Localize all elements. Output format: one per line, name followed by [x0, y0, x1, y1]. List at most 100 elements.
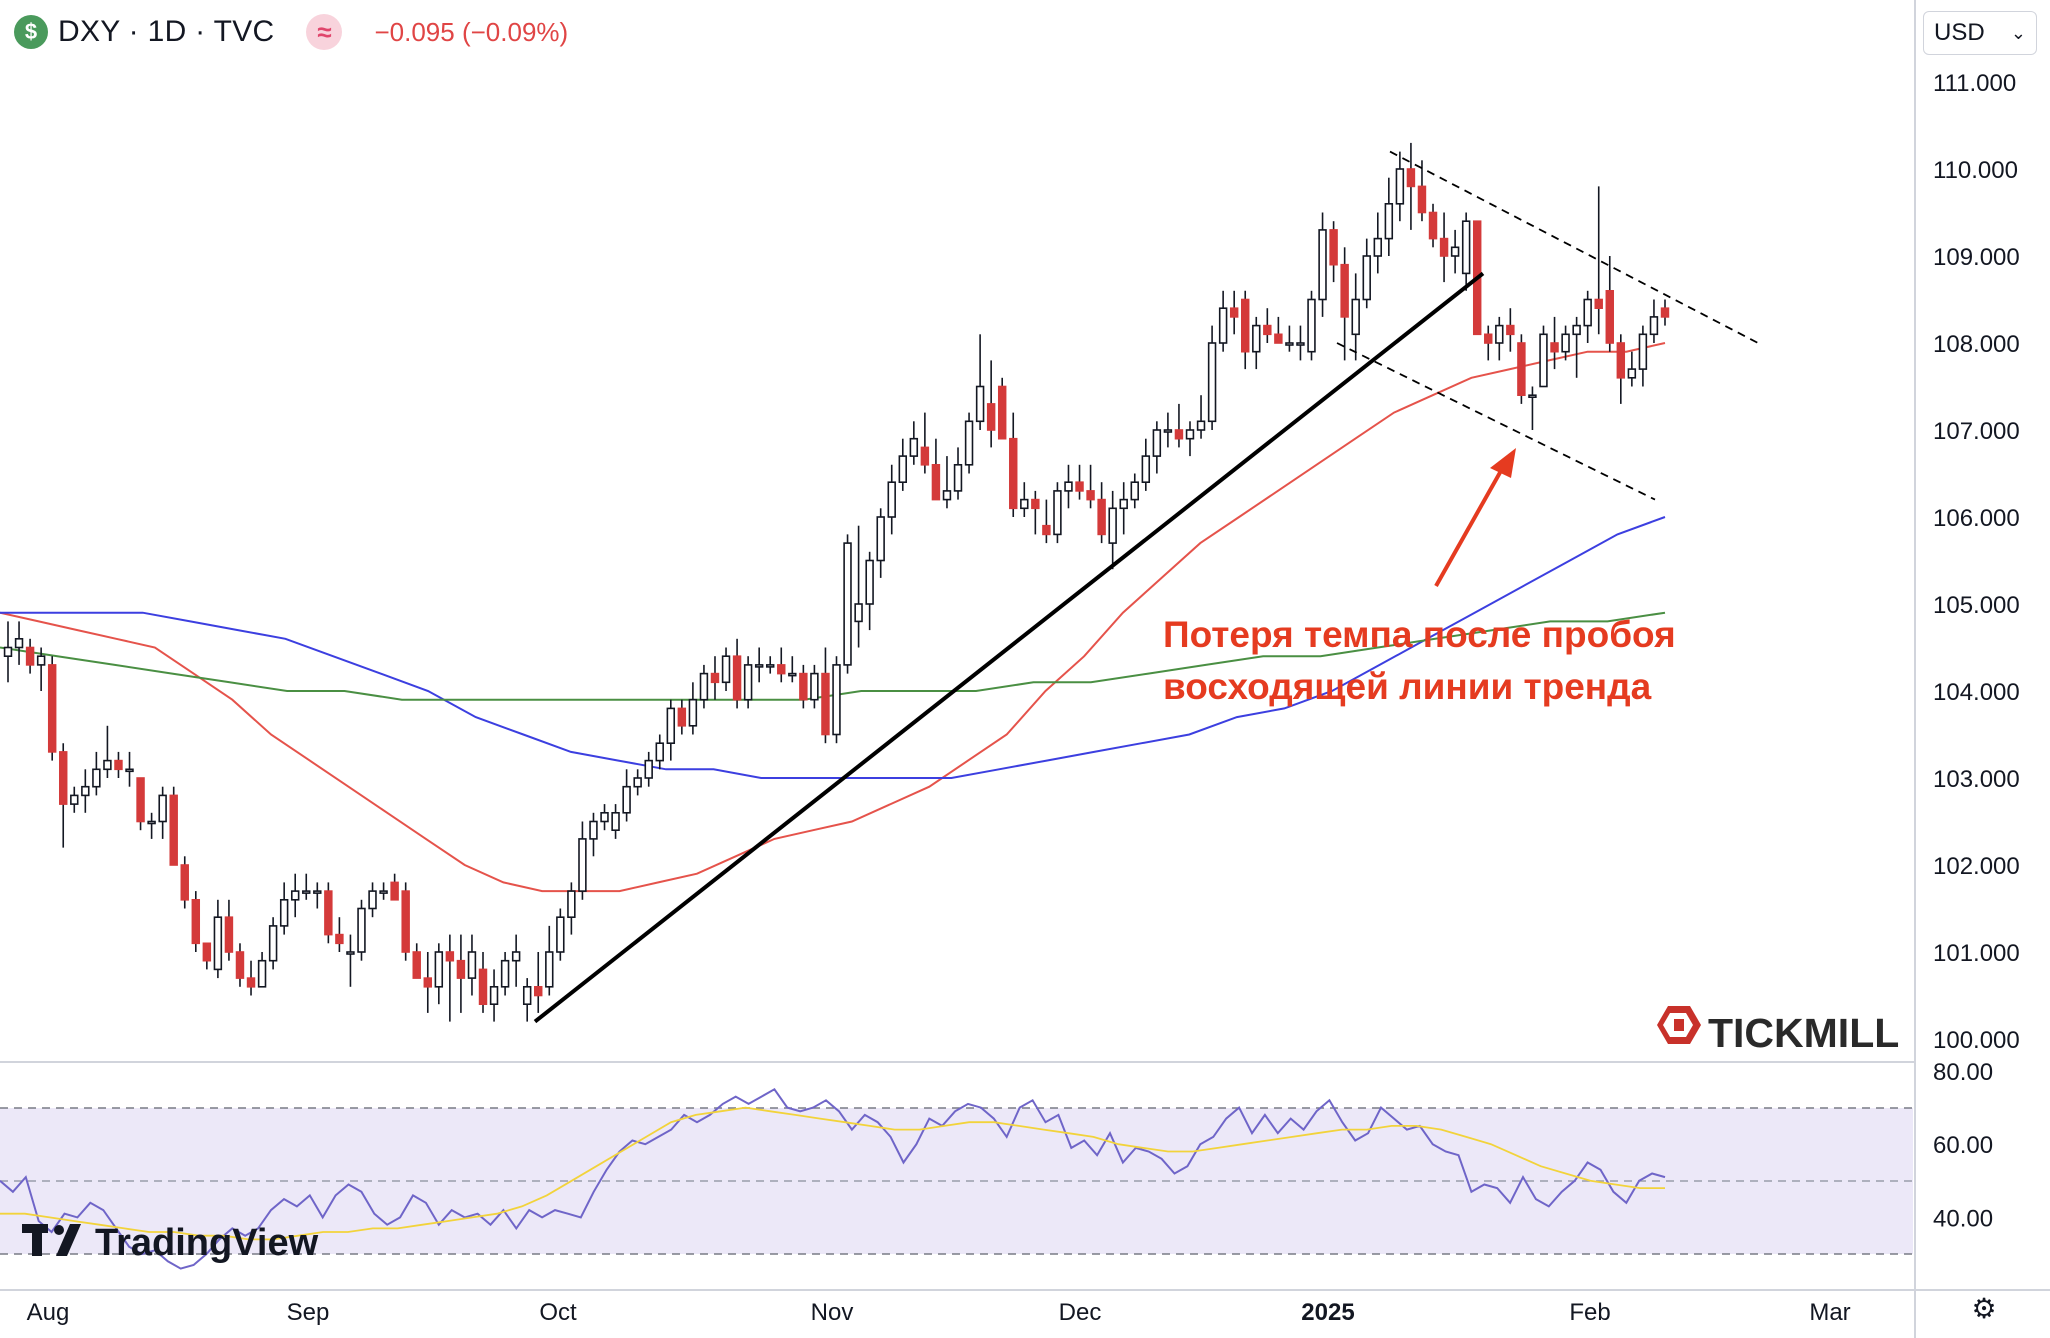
candle-body: [655, 742, 664, 762]
candle: [1296, 325, 1305, 361]
candle-body: [666, 707, 676, 745]
candle: [898, 438, 908, 491]
candle: [467, 934, 477, 996]
candle: [953, 447, 963, 500]
candle: [1119, 482, 1128, 535]
candle-body: [986, 403, 996, 431]
symbol-legend[interactable]: $ DXY · 1D · TVC ≈ −0.095 (−0.09%): [14, 10, 568, 54]
candle: [434, 943, 444, 1005]
candle: [876, 508, 885, 578]
annotation-line-2: восходящей линии тренда: [1163, 666, 1652, 707]
time-tick-label: Sep: [287, 1299, 330, 1326]
candle: [213, 899, 223, 979]
candle: [1252, 316, 1261, 370]
candle-body: [1009, 437, 1018, 510]
candle: [909, 421, 919, 465]
candle: [235, 943, 245, 987]
candle: [70, 786, 79, 813]
candle-body: [103, 759, 112, 771]
candle: [445, 934, 455, 1022]
candle: [611, 804, 620, 839]
symbol-title[interactable]: DXY · 1D · TVC: [58, 15, 275, 48]
candle-body: [876, 516, 885, 562]
candle: [1285, 325, 1294, 352]
wave-icon[interactable]: ≈: [306, 14, 343, 50]
candle-body: [1053, 490, 1062, 536]
annotation-arrow[interactable]: [1434, 468, 1504, 587]
candle: [1329, 221, 1338, 283]
candle: [810, 664, 819, 709]
candle-body: [1152, 429, 1162, 457]
candle-body: [202, 942, 212, 962]
candle-body: [1528, 394, 1537, 399]
trend-line[interactable]: [533, 271, 1485, 1024]
candle-body: [445, 951, 455, 962]
candle: [114, 751, 123, 778]
candle-body: [1318, 229, 1327, 301]
candle-body: [1550, 342, 1559, 353]
price-tick-label: 102.000: [1933, 853, 2020, 880]
candle: [1196, 395, 1206, 439]
currency-select[interactable]: USD ⌄: [1923, 11, 2037, 55]
candle-body: [434, 951, 444, 988]
candle-body: [368, 890, 377, 910]
candle: [1660, 299, 1670, 326]
candle-body: [70, 794, 79, 805]
time-tick-label: Mar: [1809, 1299, 1850, 1326]
candle: [500, 952, 510, 996]
candle-body: [997, 385, 1007, 440]
price-tick-label: 106.000: [1933, 505, 2020, 532]
candle: [1207, 325, 1217, 430]
candle-body: [1461, 220, 1471, 275]
candle: [622, 769, 631, 822]
time-axis[interactable]: Aug Sep Oct Nov Dec 2025 Feb Mar: [27, 1299, 1851, 1326]
tickmill-logo: TICKMILL: [1657, 1006, 1899, 1056]
candle-body: [677, 707, 687, 727]
candle-body: [25, 646, 35, 666]
candle: [1539, 325, 1548, 388]
candle-body: [589, 820, 598, 840]
candle-body: [500, 959, 510, 988]
candle: [1340, 247, 1349, 361]
candle: [136, 777, 145, 831]
candle: [754, 647, 764, 683]
candle: [47, 656, 57, 761]
candle: [1351, 273, 1360, 361]
candle: [1031, 490, 1040, 535]
candle: [633, 769, 642, 796]
candle: [920, 412, 930, 474]
candle-body: [1439, 237, 1449, 257]
time-tick-label: Dec: [1059, 1299, 1102, 1326]
candle: [268, 917, 278, 970]
candle-body: [1274, 333, 1283, 344]
candle-body: [423, 977, 432, 988]
gear-icon[interactable]: ⚙: [1971, 1292, 1997, 1324]
candle-body: [1108, 507, 1117, 544]
candle-body: [235, 951, 245, 979]
candle-body: [1263, 324, 1272, 336]
candle: [522, 978, 532, 1022]
candle: [1572, 316, 1581, 378]
candle: [942, 456, 952, 509]
candle: [854, 525, 863, 648]
candle: [887, 464, 896, 535]
candle-body: [578, 838, 587, 892]
candle: [975, 334, 985, 430]
candle-body: [1185, 429, 1195, 440]
candle: [600, 804, 609, 831]
candle: [511, 934, 521, 987]
rsi-lines: [0, 1087, 1666, 1270]
candle: [688, 682, 698, 735]
candle-body: [1086, 490, 1095, 501]
candle-body: [302, 890, 311, 894]
channel-lower-line[interactable]: [1336, 342, 1656, 501]
candle-body: [777, 664, 786, 675]
candle-body: [1340, 263, 1349, 318]
candle: [1263, 308, 1272, 343]
candle-body: [1207, 342, 1217, 423]
price-axis[interactable]: 111.000 110.000 109.000 108.000 107.000 106.0…: [1933, 70, 2020, 1054]
drawings[interactable]: [533, 150, 1759, 1024]
candle-body: [92, 768, 101, 788]
candle: [423, 952, 432, 1013]
